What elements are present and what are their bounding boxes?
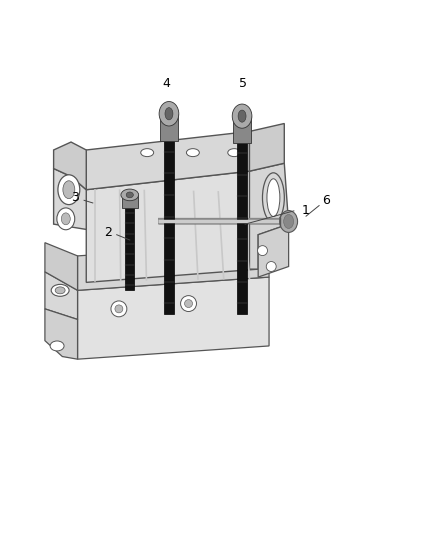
Ellipse shape xyxy=(280,211,297,232)
Circle shape xyxy=(258,246,268,256)
Polygon shape xyxy=(250,124,284,171)
Circle shape xyxy=(266,262,276,271)
Ellipse shape xyxy=(267,179,280,216)
FancyBboxPatch shape xyxy=(125,208,134,290)
Text: 4: 4 xyxy=(162,77,170,90)
Polygon shape xyxy=(53,168,86,229)
Ellipse shape xyxy=(126,192,133,198)
Polygon shape xyxy=(78,277,269,359)
Ellipse shape xyxy=(238,110,246,122)
FancyBboxPatch shape xyxy=(160,114,178,141)
Ellipse shape xyxy=(194,252,208,261)
Polygon shape xyxy=(45,309,78,359)
Ellipse shape xyxy=(159,101,179,126)
Ellipse shape xyxy=(50,341,64,351)
Polygon shape xyxy=(45,272,78,319)
Text: 5: 5 xyxy=(239,77,247,90)
Circle shape xyxy=(111,301,127,317)
FancyBboxPatch shape xyxy=(237,143,247,314)
Ellipse shape xyxy=(128,261,135,266)
Circle shape xyxy=(115,305,123,313)
Ellipse shape xyxy=(58,175,80,205)
Ellipse shape xyxy=(121,189,139,201)
Text: 2: 2 xyxy=(104,225,112,239)
Circle shape xyxy=(180,296,197,311)
Text: 1: 1 xyxy=(302,204,310,217)
Ellipse shape xyxy=(51,285,69,296)
FancyBboxPatch shape xyxy=(233,116,251,143)
Polygon shape xyxy=(250,163,289,269)
Text: 3: 3 xyxy=(71,191,79,204)
Ellipse shape xyxy=(57,208,75,230)
Polygon shape xyxy=(86,171,258,282)
Text: 6: 6 xyxy=(321,194,329,207)
Polygon shape xyxy=(258,224,289,277)
Ellipse shape xyxy=(63,181,75,199)
Ellipse shape xyxy=(262,173,284,222)
Polygon shape xyxy=(86,132,250,190)
Polygon shape xyxy=(53,142,86,190)
Ellipse shape xyxy=(284,214,293,229)
Circle shape xyxy=(184,300,193,308)
Ellipse shape xyxy=(141,149,154,157)
Ellipse shape xyxy=(125,260,139,268)
FancyBboxPatch shape xyxy=(164,141,174,314)
Ellipse shape xyxy=(55,287,65,294)
Ellipse shape xyxy=(228,149,241,157)
Ellipse shape xyxy=(232,104,252,128)
Ellipse shape xyxy=(198,253,205,259)
Ellipse shape xyxy=(61,213,70,225)
FancyBboxPatch shape xyxy=(122,195,138,208)
Ellipse shape xyxy=(165,108,173,120)
Polygon shape xyxy=(45,243,78,290)
Ellipse shape xyxy=(187,149,199,157)
Polygon shape xyxy=(78,243,269,290)
